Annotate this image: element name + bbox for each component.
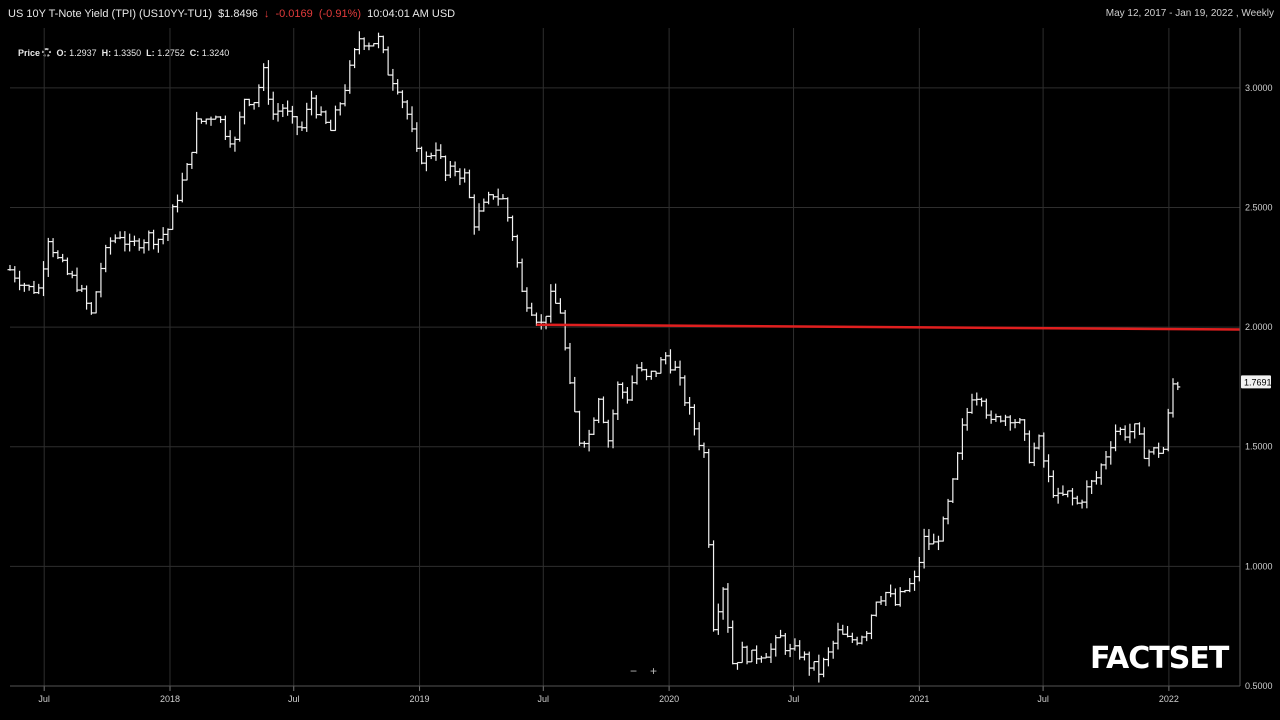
grid: [10, 28, 1240, 687]
last-value-badge: [1241, 375, 1271, 389]
x-tick-label: 2022: [1159, 694, 1179, 704]
y-tick-label: 2.5000: [1245, 202, 1273, 212]
y-tick-label: 1.0000: [1245, 561, 1273, 571]
axes: 0.5000 1.0000 1.5000 2.0000 2.5000 3.0000 Jul 2…: [10, 28, 1273, 704]
low-label: L:: [146, 48, 155, 58]
gear-icon[interactable]: [42, 48, 52, 57]
x-tick-label: 2019: [410, 694, 430, 704]
x-tick-label: Jul: [1037, 694, 1049, 704]
security-name[interactable]: US 10Y T-Note Yield (TPI) (US10YY-TU1): [8, 8, 212, 20]
close-value: 1.3240: [201, 48, 230, 58]
ohlc-legend: Price O: 1.2937 H: 1.3350 L: 1.2752 C: 1…: [18, 48, 229, 58]
down-arrow-icon: ↓: [263, 8, 270, 20]
last-value-label: 1.7691: [1244, 377, 1272, 387]
quote-time: 10:04:01 AM USD: [367, 8, 456, 20]
x-tick-label: 2018: [160, 694, 180, 704]
resistance-line[interactable]: [536, 323, 1241, 331]
zoom-in-button[interactable]: +: [650, 664, 658, 678]
y-tick-label: 2.0000: [1245, 322, 1273, 332]
date-range[interactable]: May 12, 2017 - Jan 19, 2022 , Weekly: [1105, 8, 1274, 19]
y-tick-label: 3.0000: [1245, 83, 1273, 93]
low-value: 1.2752: [157, 48, 185, 58]
price-series-label: Price: [18, 48, 41, 58]
high-value: 1.3350: [113, 48, 142, 58]
last-price: $1.8496: [218, 8, 258, 20]
resistance-line-group[interactable]: [536, 323, 1241, 331]
x-tick-label: 2021: [909, 694, 929, 704]
price-change-percent: (-0.91%): [318, 8, 362, 20]
x-tick-label: 2020: [659, 694, 679, 704]
factset-logo: FACTSET: [1090, 641, 1229, 676]
security-info: US 10Y T-Note Yield (TPI) (US10YY-TU1) $…: [8, 8, 458, 20]
price-change: -0.0169: [275, 8, 313, 20]
close-label: C:: [189, 48, 200, 58]
ohlc-bars: [7, 31, 1181, 683]
x-tick-label: Jul: [538, 694, 550, 704]
open-label: O:: [56, 48, 67, 58]
x-tick-label: Jul: [38, 694, 50, 704]
y-tick-label: 1.5000: [1245, 442, 1273, 452]
x-tick-label: Jul: [288, 694, 300, 704]
y-tick-label: 0.5000: [1245, 681, 1273, 691]
open-value: 1.2937: [69, 48, 97, 58]
zoom-out-button[interactable]: −: [630, 664, 638, 678]
high-label: H:: [101, 48, 112, 58]
x-tick-label: Jul: [788, 694, 800, 704]
chart-header: US 10Y T-Note Yield (TPI) (US10YY-TU1) $…: [0, 0, 1280, 28]
